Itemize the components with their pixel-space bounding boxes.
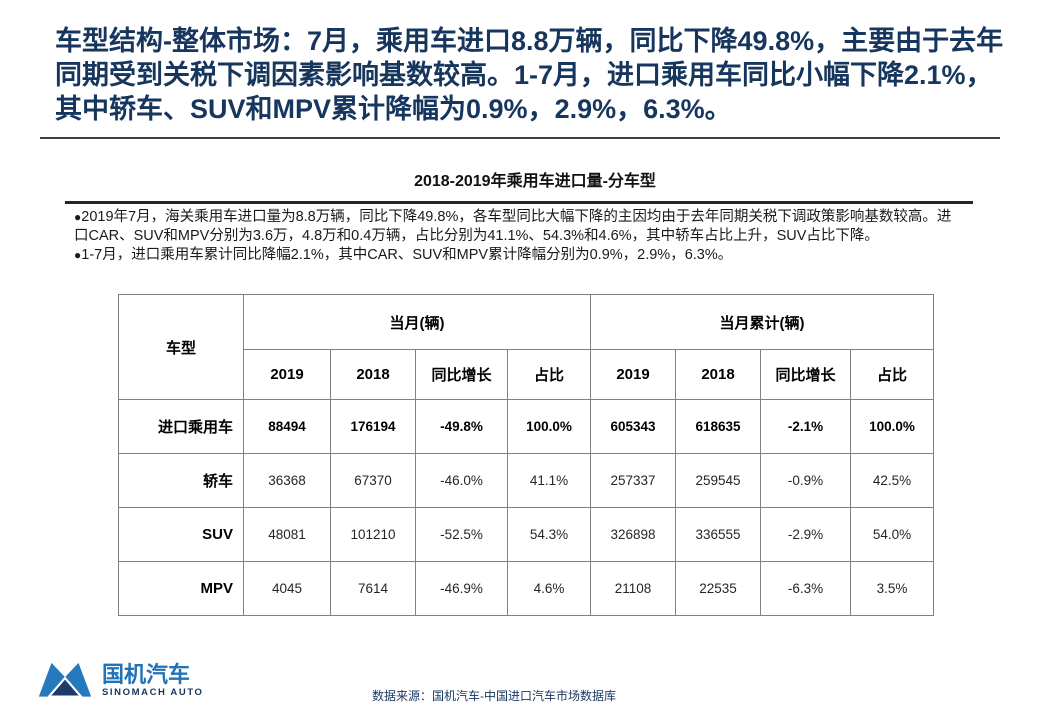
- table-cell: 42.5%: [850, 453, 934, 508]
- col-header-2018-cum: 2018: [675, 349, 761, 400]
- table-row-total: 进口乘用车 88494 176194 -49.8% 100.0% 605343 …: [118, 399, 934, 454]
- table-cell: 41.1%: [507, 453, 591, 508]
- table-cell: 88494: [243, 399, 331, 454]
- col-group-current-month: 当月(辆): [243, 294, 591, 350]
- import-volume-table: 车型 当月(辆) 当月累计(辆) 2019 2018 同比增长 占比 2019 …: [118, 294, 934, 616]
- table-cell: -6.3%: [760, 561, 851, 616]
- row-label: 轿车: [118, 453, 244, 508]
- table-row-car: 轿车 36368 67370 -46.0% 41.1% 257337 25954…: [118, 453, 934, 508]
- table-cell: 101210: [330, 507, 416, 562]
- table-cell: -49.8%: [415, 399, 508, 454]
- table-row-mpv: MPV 4045 7614 -46.9% 4.6% 21108 22535 -6…: [118, 561, 934, 616]
- col-header-yoy-cum: 同比增长: [760, 349, 851, 400]
- bullet-item: 1-7月，进口乘用车累计同比降幅2.1%，其中CAR、SUV和MPV累计降幅分别…: [74, 246, 962, 265]
- row-label: MPV: [118, 561, 244, 616]
- logo-text: 国机汽车 SINOMACH AUTO: [102, 661, 204, 699]
- col-group-cumulative: 当月累计(辆): [590, 294, 934, 350]
- col-header-2019: 2019: [243, 349, 331, 400]
- col-header-2019-cum: 2019: [590, 349, 676, 400]
- bullet-item: 2019年7月，海关乘用车进口量为8.8万辆，同比下降49.8%，各车型同比大幅…: [74, 208, 962, 246]
- table-cell: 618635: [675, 399, 761, 454]
- section-divider: [65, 201, 973, 204]
- table-cell: 4045: [243, 561, 331, 616]
- table-title: 2018-2019年乘用车进口量-分车型: [414, 173, 656, 190]
- logo-name-cn: 国机汽车: [102, 661, 191, 687]
- title-underline: [40, 137, 1000, 139]
- table-row-suv: SUV 48081 101210 -52.5% 54.3% 326898 336…: [118, 507, 934, 562]
- table-cell: 336555: [675, 507, 761, 562]
- table-cell: 326898: [590, 507, 676, 562]
- sinomach-logo: 国机汽车 SINOMACH AUTO: [38, 656, 204, 705]
- table-cell: 605343: [590, 399, 676, 454]
- col-header-yoy: 同比增长: [415, 349, 508, 400]
- table-cell: -46.0%: [415, 453, 508, 508]
- table-cell: 54.3%: [507, 507, 591, 562]
- logo-name-en: SINOMACH AUTO: [102, 686, 204, 698]
- table-cell: 100.0%: [507, 399, 591, 454]
- table-cell: 67370: [330, 453, 416, 508]
- table-cell: 4.6%: [507, 561, 591, 616]
- table-cell: 100.0%: [850, 399, 934, 454]
- table-cell: 54.0%: [850, 507, 934, 562]
- table-cell: 7614: [330, 561, 416, 616]
- table-cell: -2.1%: [760, 399, 851, 454]
- row-label: SUV: [118, 507, 244, 562]
- table-cell: -0.9%: [760, 453, 851, 508]
- table-cell: 3.5%: [850, 561, 934, 616]
- table-cell: 257337: [590, 453, 676, 508]
- mountain-logo-icon: [38, 656, 92, 705]
- table-cell: 21108: [590, 561, 676, 616]
- col-header-share: 占比: [507, 349, 591, 400]
- table-cell: -46.9%: [415, 561, 508, 616]
- col-header-2018: 2018: [330, 349, 416, 400]
- key-points: 2019年7月，海关乘用车进口量为8.8万辆，同比下降49.8%，各车型同比大幅…: [74, 208, 962, 265]
- table-cell: 259545: [675, 453, 761, 508]
- table-cell: 176194: [330, 399, 416, 454]
- table-cell: 36368: [243, 453, 331, 508]
- data-source: 数据来源：国机汽车-中国进口汽车市场数据库: [372, 689, 616, 703]
- table-cell: 22535: [675, 561, 761, 616]
- table-cell: -2.9%: [760, 507, 851, 562]
- table-cell: -52.5%: [415, 507, 508, 562]
- row-label: 进口乘用车: [118, 399, 244, 454]
- slide-title: 车型结构-整体市场：7月，乘用车进口8.8万辆，同比下降49.8%，主要由于去年…: [55, 26, 1004, 124]
- col-header-vehicle-type: 车型: [118, 294, 244, 400]
- col-header-share-cum: 占比: [850, 349, 934, 400]
- table-cell: 48081: [243, 507, 331, 562]
